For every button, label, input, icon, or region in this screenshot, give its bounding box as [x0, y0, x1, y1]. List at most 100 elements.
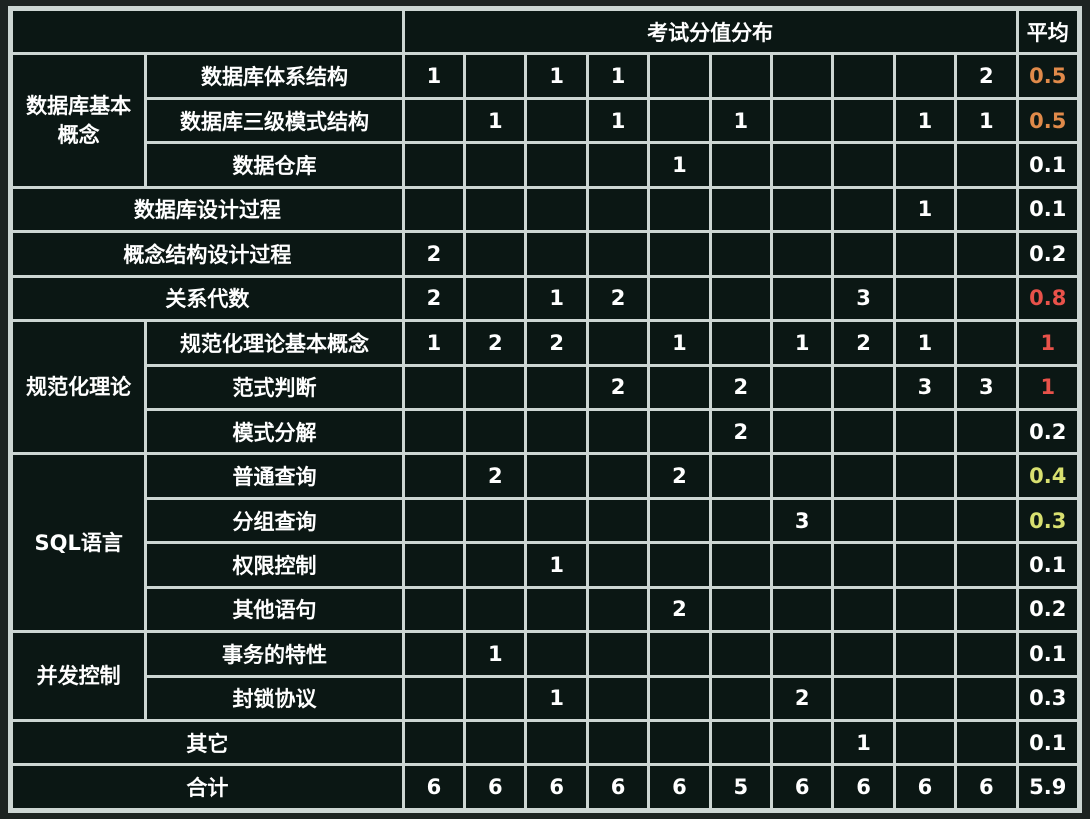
- score-cell: [711, 322, 770, 364]
- score-cell: [772, 55, 832, 97]
- score-cell: [466, 410, 525, 453]
- score-cell: 6: [650, 766, 709, 808]
- total-label: 合计: [13, 766, 402, 808]
- average-cell: 0.1: [1018, 722, 1077, 764]
- score-cell: 2: [466, 322, 525, 364]
- score-cell: [957, 677, 1016, 719]
- score-cell: 1: [527, 55, 586, 97]
- table-row: SQL语言 普通查询 2 2 0.4: [13, 455, 1077, 631]
- score-cell: [527, 633, 586, 675]
- score-cell: 2: [404, 233, 464, 275]
- score-cell: 6: [404, 766, 464, 808]
- score-cell: [527, 366, 586, 408]
- score-cell: [466, 499, 525, 542]
- score-cell: [957, 499, 1016, 542]
- score-cell: [527, 144, 586, 186]
- score-cell: [466, 722, 525, 764]
- score-cell: [772, 188, 832, 231]
- score-cell: [466, 144, 525, 186]
- score-cell: 1: [527, 677, 586, 719]
- category-label: 规范化理论: [13, 322, 145, 453]
- score-cell: 1: [711, 99, 770, 142]
- score-cell: 3: [957, 366, 1016, 408]
- score-cell: 2: [404, 277, 464, 320]
- score-cell: [895, 455, 955, 497]
- average-cell: 0.5: [1018, 55, 1077, 97]
- topic-label: 数据库体系结构: [147, 55, 402, 97]
- score-cell: [650, 544, 709, 586]
- topic-label: 模式分解: [147, 410, 402, 453]
- score-cell: [650, 233, 709, 275]
- score-cell: [650, 188, 709, 231]
- score-cell: [711, 722, 770, 764]
- score-cell: [404, 410, 464, 453]
- category-label-line: 概念: [57, 122, 100, 147]
- topic-label: 数据仓库: [147, 144, 402, 186]
- topic-label: 分组查询: [147, 499, 402, 542]
- score-cell: 6: [895, 766, 955, 808]
- score-cell: 2: [834, 322, 893, 364]
- score-cell: [834, 144, 893, 186]
- score-cell: 2: [957, 55, 1016, 97]
- score-cell: [527, 188, 586, 231]
- score-cell: [711, 277, 770, 320]
- score-cell: 2: [650, 455, 709, 497]
- score-cell: [466, 277, 525, 320]
- score-cell: 1: [834, 722, 893, 764]
- score-cell: [588, 633, 648, 675]
- score-cell: [588, 233, 648, 275]
- score-cell: [588, 588, 648, 631]
- score-cell: 2: [588, 366, 648, 408]
- topic-label: 数据库三级模式结构: [147, 99, 402, 142]
- score-cell: 1: [588, 55, 648, 97]
- average-cell: 0.4: [1018, 455, 1077, 497]
- score-cell: 6: [772, 766, 832, 808]
- score-cell: [957, 277, 1016, 320]
- score-cell: [895, 499, 955, 542]
- score-cell: [466, 588, 525, 631]
- score-cell: [466, 677, 525, 719]
- score-cell: [772, 722, 832, 764]
- average-cell: 1: [1018, 366, 1077, 408]
- score-cell: 6: [466, 766, 525, 808]
- score-cell: 1: [772, 322, 832, 364]
- score-cell: [772, 366, 832, 408]
- table-row: 数据库基本 概念 数据库体系结构 1 1 1 2 0.5: [13, 55, 1077, 186]
- score-cell: [772, 455, 832, 497]
- score-cell: [711, 188, 770, 231]
- table-row: 数据库设计过程 1 0.1: [13, 188, 1077, 231]
- score-cell: [834, 544, 893, 586]
- score-cell: [772, 144, 832, 186]
- score-cell: [834, 588, 893, 631]
- score-cell: [466, 188, 525, 231]
- total-row: 合计 6 6 6 6 6 5 6 6 6 6 5.9: [13, 766, 1077, 808]
- score-cell: 3: [772, 499, 832, 542]
- score-cell: 2: [527, 322, 586, 364]
- score-cell: 2: [711, 410, 770, 453]
- table-row: 模式分解 2 0.2: [13, 410, 1077, 453]
- score-cell: [404, 677, 464, 719]
- score-cell: 3: [895, 366, 955, 408]
- score-cell: [711, 588, 770, 631]
- score-cell: [588, 722, 648, 764]
- topic-label: 封锁协议: [147, 677, 402, 719]
- score-cell: [957, 410, 1016, 453]
- score-cell: [588, 677, 648, 719]
- average-cell: 0.3: [1018, 677, 1077, 719]
- score-cell: [772, 633, 832, 675]
- score-cell: 1: [650, 322, 709, 364]
- score-cell: [404, 99, 464, 142]
- topic-label: 权限控制: [147, 544, 402, 586]
- average-cell: 1: [1018, 322, 1077, 364]
- table-row: 其它 1 0.1: [13, 722, 1077, 764]
- category-label: 数据库基本 概念: [13, 55, 145, 186]
- average-cell: 0.1: [1018, 144, 1077, 186]
- score-cell: [957, 233, 1016, 275]
- average-cell: 0.2: [1018, 410, 1077, 453]
- score-cell: [404, 722, 464, 764]
- score-cell: 1: [466, 99, 525, 142]
- score-cell: [957, 544, 1016, 586]
- score-cell: [527, 410, 586, 453]
- score-cell: [527, 722, 586, 764]
- score-cell: [527, 588, 586, 631]
